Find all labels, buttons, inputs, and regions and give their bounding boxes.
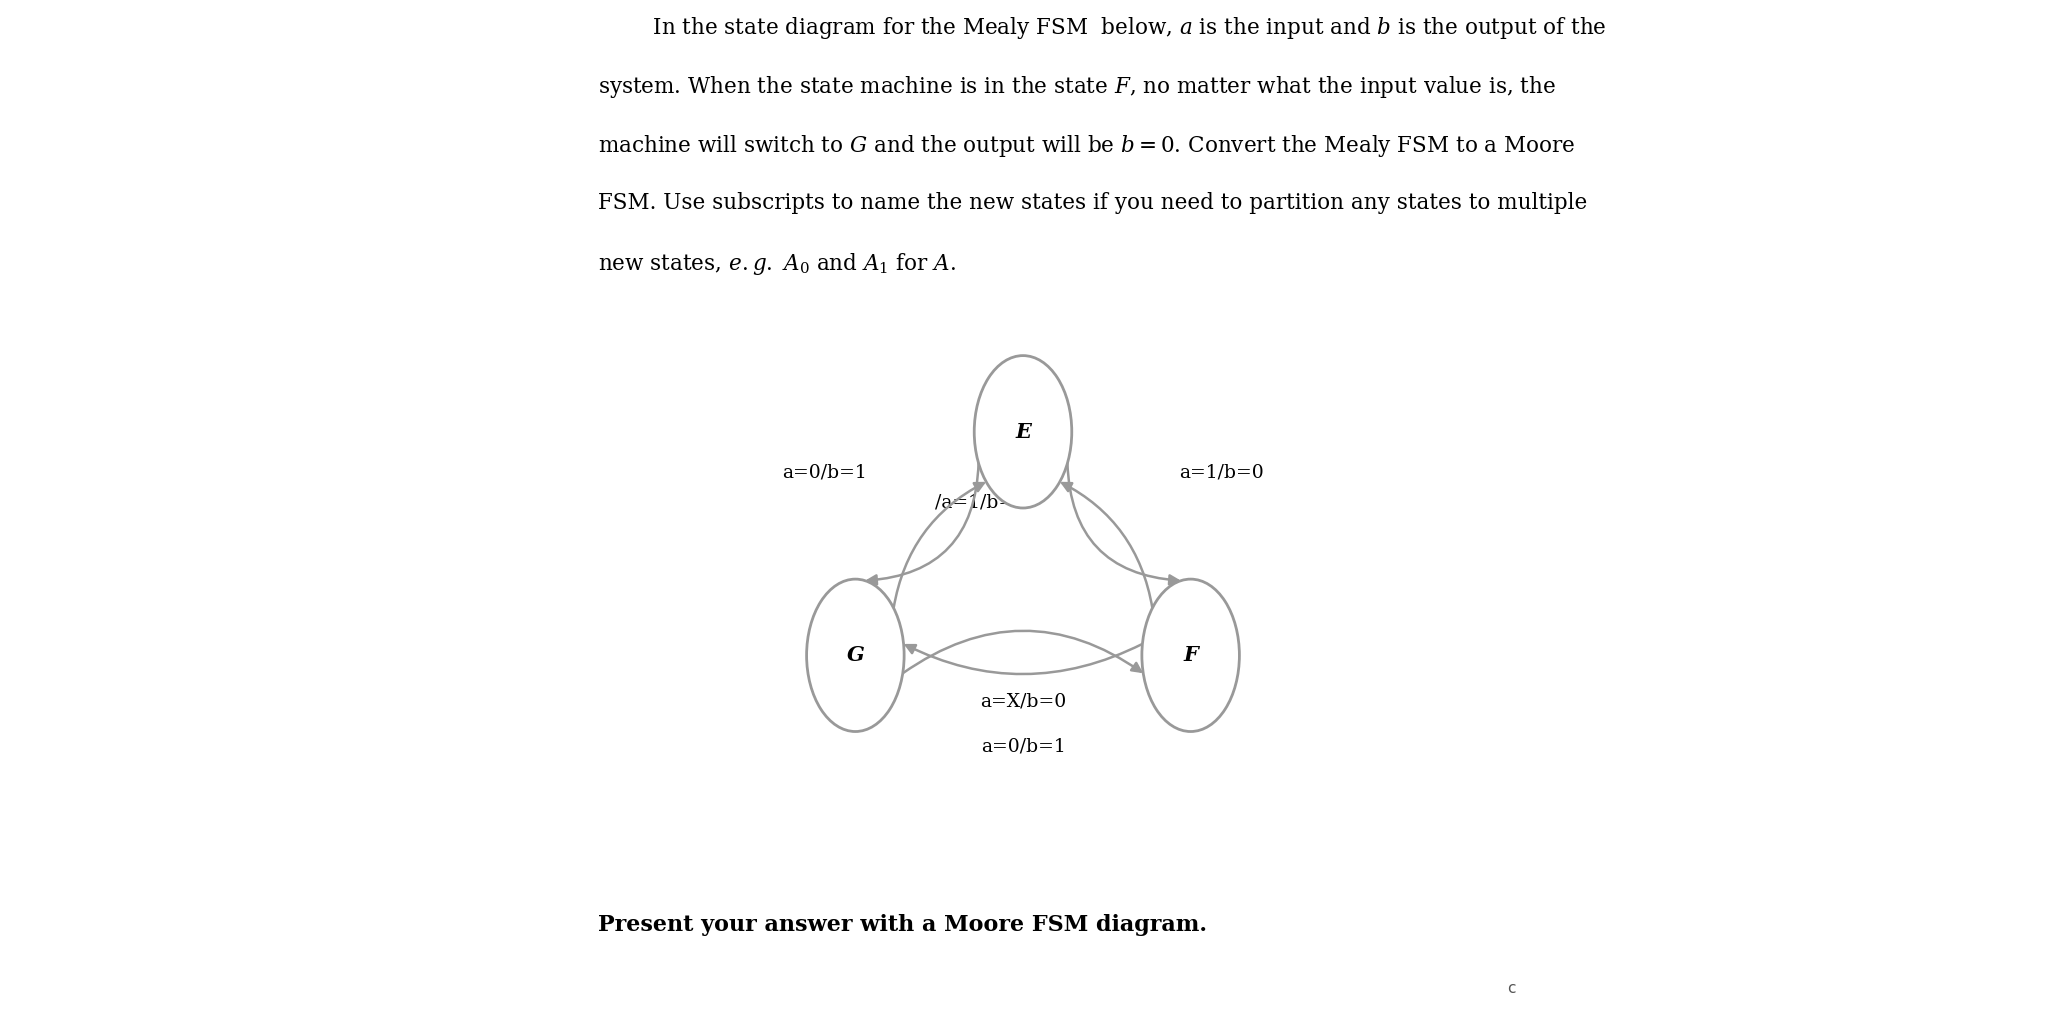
Text: FSM. Use subscripts to name the new states if you need to partition any states t: FSM. Use subscripts to name the new stat… — [597, 192, 1588, 214]
Text: machine will switch to $G$ and the output will be $b{=}0$. Convert the Mealy FSM: machine will switch to $G$ and the outpu… — [597, 133, 1575, 160]
Text: Present your answer with a Moore FSM diagram.: Present your answer with a Moore FSM dia… — [597, 914, 1207, 937]
Text: a=X/b=0: a=X/b=0 — [980, 692, 1066, 710]
FancyArrowPatch shape — [868, 463, 978, 584]
Text: E: E — [1015, 422, 1031, 442]
Text: /a=1/b=0: /a=1/b=0 — [935, 494, 1025, 512]
Text: system. When the state machine is in the state $F$, no matter what the input val: system. When the state machine is in the… — [597, 74, 1557, 101]
Text: a=0/b=1: a=0/b=1 — [782, 463, 868, 482]
Text: In the state diagram for the Mealy FSM  below, $a$ is the input and $b$ is the o: In the state diagram for the Mealy FSM b… — [597, 15, 1606, 42]
FancyArrowPatch shape — [902, 631, 1142, 674]
FancyArrowPatch shape — [894, 483, 984, 608]
Text: new states, $e.g.$ $A_0$ and $A_1$ for $A$.: new states, $e.g.$ $A_0$ and $A_1$ for $… — [597, 251, 955, 277]
FancyArrowPatch shape — [1068, 463, 1178, 584]
Text: a=0/b=1: a=0/b=1 — [980, 738, 1066, 756]
Text: a=1/b=0: a=1/b=0 — [1178, 463, 1264, 482]
FancyArrowPatch shape — [906, 644, 1142, 674]
Ellipse shape — [806, 579, 904, 732]
Text: G: G — [847, 645, 863, 665]
Ellipse shape — [974, 356, 1072, 508]
Text: F: F — [1183, 645, 1199, 665]
Text: c: c — [1508, 980, 1516, 996]
FancyArrowPatch shape — [1062, 483, 1152, 608]
Ellipse shape — [1142, 579, 1240, 732]
